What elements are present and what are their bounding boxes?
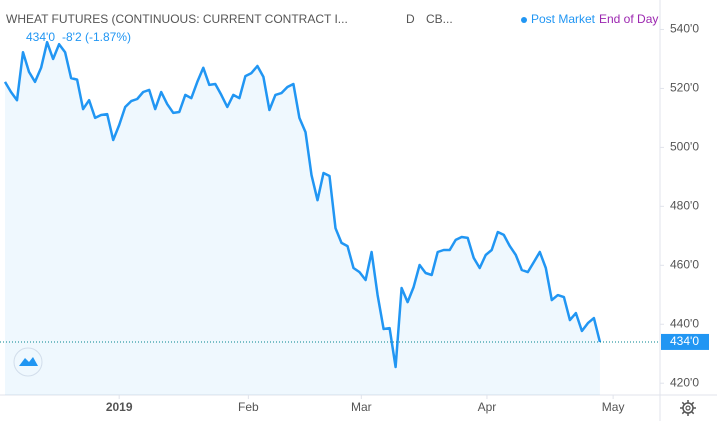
last-price-label: 434'0 bbox=[670, 334, 699, 348]
x-tick-label: Mar bbox=[351, 400, 372, 414]
y-tick-label: 440'0 bbox=[670, 316, 699, 330]
y-tick-label: 460'0 bbox=[670, 257, 699, 271]
y-tick-label: 500'0 bbox=[670, 140, 699, 154]
x-tick-label: Feb bbox=[238, 400, 259, 414]
last-price-box bbox=[661, 333, 709, 350]
symbol-title: WHEAT FUTURES (CONTINUOUS: CURRENT CONTR… bbox=[6, 12, 348, 26]
area-fill bbox=[5, 42, 600, 395]
settings-button[interactable] bbox=[680, 400, 696, 416]
header-price: 434'0 bbox=[26, 30, 55, 44]
price-line bbox=[3, 40, 602, 369]
interval: D bbox=[406, 12, 415, 26]
post-market-dot bbox=[521, 17, 527, 23]
y-tick-label: 520'0 bbox=[670, 81, 699, 95]
end-of-day[interactable]: End of Day bbox=[599, 12, 658, 26]
y-tick-label: 480'0 bbox=[670, 199, 699, 213]
overlay: 420'0 440'0 460'0 480'0 500'0 520'0 540'0 2019 F… bbox=[0, 22, 709, 414]
exchange: CB... bbox=[426, 12, 453, 26]
x-tick-label: 2019 bbox=[106, 400, 133, 414]
x-tick-label: Apr bbox=[478, 400, 497, 414]
x-tick-label: May bbox=[602, 400, 625, 414]
y-tick-label: 420'0 bbox=[670, 375, 699, 389]
y-tick-label: 540'0 bbox=[670, 22, 699, 36]
post-market[interactable]: Post Market bbox=[531, 12, 596, 26]
header-change: -8'2 (-1.87%) bbox=[62, 30, 131, 44]
logo-button[interactable] bbox=[13, 347, 43, 377]
